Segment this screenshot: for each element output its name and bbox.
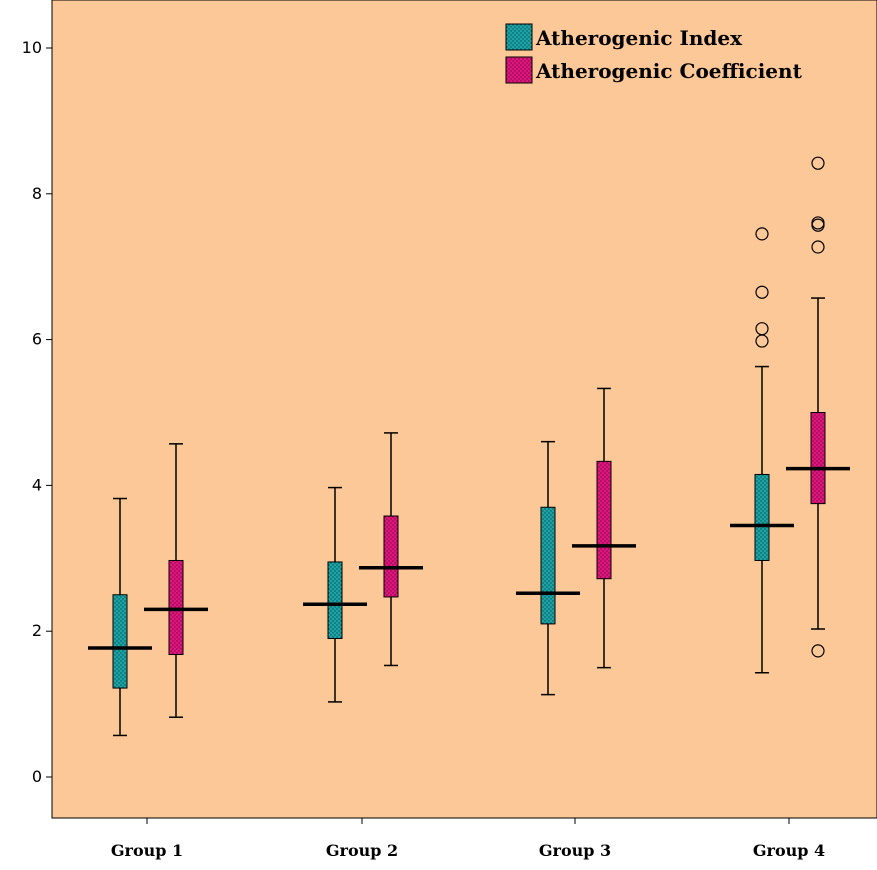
- legend-swatch: [505, 23, 533, 51]
- outlier-point: [811, 644, 825, 658]
- iqr-box: [754, 473, 770, 561]
- outlier-point: [755, 322, 769, 336]
- x-tick-label: Group 1: [111, 841, 183, 860]
- boxes-layer: [88, 156, 850, 737]
- y-tick-label: 6: [32, 330, 42, 349]
- iqr-box: [383, 515, 399, 598]
- iqr-box: [112, 594, 128, 689]
- box-atherogenic-index: [516, 440, 580, 696]
- outlier-point: [755, 285, 769, 299]
- outlier-point: [811, 156, 825, 170]
- x-tick-label: Group 4: [753, 841, 825, 860]
- legend-label: Atherogenic Index: [535, 26, 743, 50]
- box-atherogenic-coefficient: [572, 387, 636, 669]
- iqr-box: [540, 506, 556, 625]
- box-atherogenic-coefficient: [359, 432, 423, 667]
- box-atherogenic-coefficient: [144, 443, 208, 718]
- x-tick-label: Group 3: [539, 841, 611, 860]
- legend-swatch: [505, 56, 533, 84]
- box-atherogenic-coefficient: [786, 156, 850, 658]
- y-axis: 0 2 4 6 8 10: [22, 38, 52, 786]
- outlier-point: [755, 227, 769, 241]
- iqr-box: [810, 412, 826, 505]
- y-tick-label: 4: [32, 475, 42, 494]
- legend: Atherogenic Index Atherogenic Coefficient: [505, 23, 803, 84]
- y-tick-label: 8: [32, 184, 42, 203]
- iqr-box: [327, 561, 343, 639]
- outlier-point: [811, 240, 825, 254]
- y-tick-label: 2: [32, 621, 42, 640]
- y-tick-label: 0: [32, 767, 42, 786]
- legend-label: Atherogenic Coefficient: [535, 59, 803, 83]
- x-tick-label: Group 2: [326, 841, 398, 860]
- plot-area: [51, 0, 877, 819]
- y-tick-label: 10: [22, 38, 42, 57]
- box-atherogenic-index: [730, 227, 794, 674]
- iqr-box: [596, 460, 612, 580]
- box-atherogenic-index: [88, 497, 152, 737]
- box-atherogenic-index: [303, 486, 367, 703]
- outlier-point: [811, 216, 825, 230]
- x-axis: Group 1 Group 2 Group 3 Group 4: [111, 818, 825, 860]
- iqr-box: [168, 559, 184, 656]
